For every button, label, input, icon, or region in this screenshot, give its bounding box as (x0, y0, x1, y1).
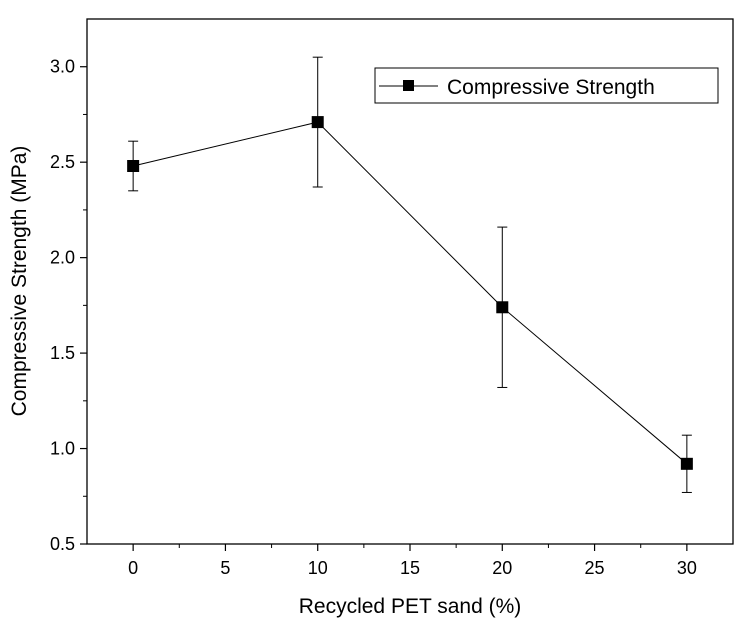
y-tick-label: 2.5 (50, 152, 75, 172)
series-line (133, 121, 688, 465)
x-tick-label: 20 (492, 558, 512, 578)
legend-label: Compressive Strength (447, 76, 655, 99)
data-point-marker (127, 160, 140, 172)
y-tick-label: 1.5 (50, 343, 75, 363)
x-tick-label: 25 (585, 558, 605, 578)
data-point-marker (311, 116, 324, 129)
y-tick-label: 3.0 (50, 57, 75, 77)
x-axis-label: Recycled PET sand (%) (299, 595, 522, 618)
legend: Compressive Strength (374, 67, 719, 104)
series-layer (127, 56, 693, 493)
y-tick-label: 2.0 (50, 248, 75, 268)
y-axis-label: Compressive Strength (MPa) (8, 146, 31, 417)
y-tick-label: 1.0 (50, 439, 75, 459)
legend-marker (403, 80, 414, 91)
x-axis-ticks: 0 5 10 15 20 25 30 (128, 544, 697, 578)
x-tick-label: 30 (677, 558, 697, 578)
x-tick-label: 0 (128, 558, 138, 578)
y-tick-label: 0.5 (50, 534, 75, 554)
y-axis-ticks: 0.5 1.0 1.5 2.0 2.5 3.0 (50, 57, 87, 554)
x-tick-label: 5 (220, 558, 230, 578)
data-point-marker (680, 457, 693, 470)
x-tick-label: 10 (308, 558, 328, 578)
data-point-marker (496, 301, 509, 314)
x-tick-label: 15 (400, 558, 420, 578)
